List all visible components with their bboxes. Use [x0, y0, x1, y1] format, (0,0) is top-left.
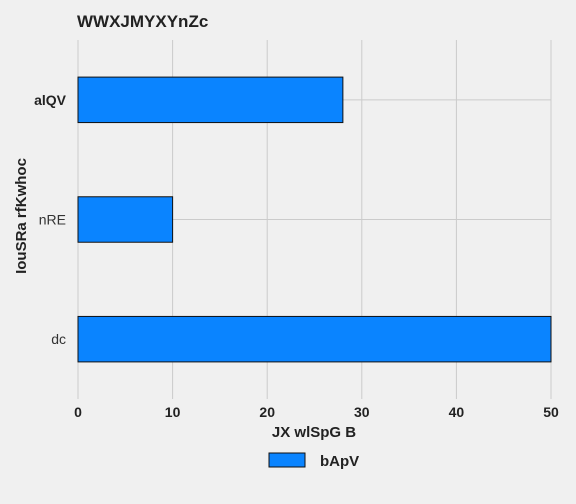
x-tick-label-5: 50 [543, 404, 559, 420]
bar-nRE [77, 196, 174, 243]
bar-alQV [77, 76, 344, 124]
x-tick-label-1: 10 [165, 404, 181, 420]
x-tick-label-4: 40 [449, 404, 465, 420]
x-tick-label-0: 0 [74, 404, 82, 420]
y-tick-label-nRE: nRE [39, 212, 66, 228]
x-tick-label-3: 30 [354, 404, 370, 420]
bars [77, 76, 552, 363]
y-tick-label-dc: dc [51, 331, 66, 347]
legend-swatch [268, 452, 306, 468]
y-tick-labels: alQV nRE dc [34, 92, 67, 347]
x-tick-labels: 0 10 20 30 40 50 [74, 404, 559, 420]
y-axis-title: IouSRa rfKwhoc [13, 158, 30, 274]
x-axis-title: JX wlSpG B [272, 424, 356, 441]
bar-dc [77, 315, 552, 363]
legend-label: bApV [320, 453, 359, 470]
y-tick-label-alQV: alQV [34, 92, 67, 108]
x-tick-label-2: 20 [259, 404, 275, 420]
legend: bApV [268, 452, 359, 470]
chart-title: WWXJMYXYnZc [77, 12, 208, 31]
